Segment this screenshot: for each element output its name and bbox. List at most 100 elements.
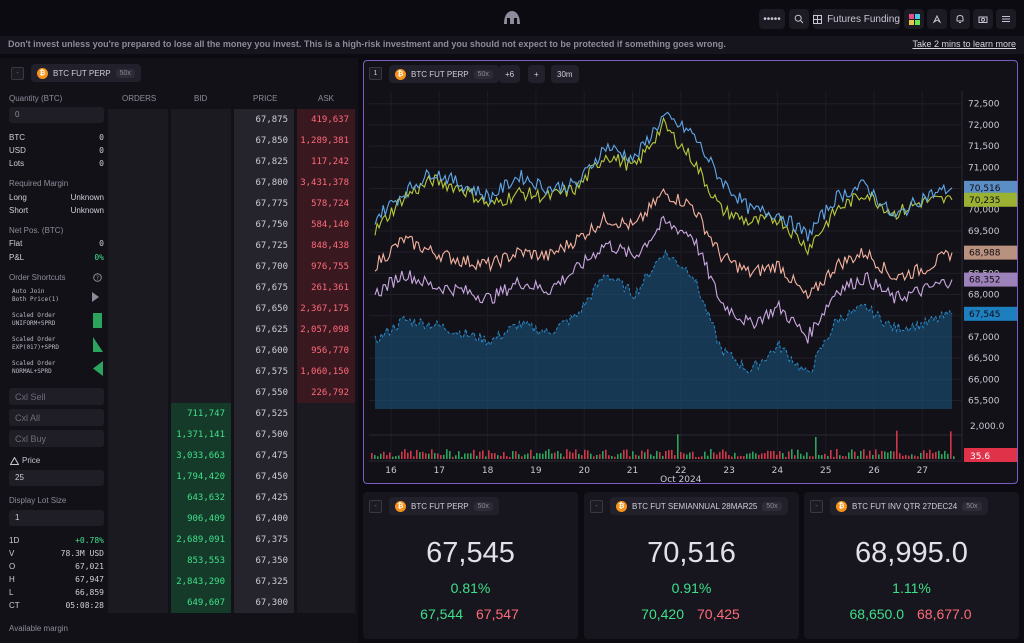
ladder-price-cell[interactable]: 67,850 (234, 130, 294, 151)
ladder-bid-cell[interactable]: 711,747 (171, 403, 231, 424)
ticker-card-quarterly[interactable]: - ₿ BTC FUT INV QTR 27DEC24 50x 68,995.0… (804, 492, 1019, 639)
ladder-orders-cell[interactable] (108, 382, 168, 403)
ladder-bid-cell[interactable] (171, 214, 231, 235)
ladder-row[interactable]: 67,825 117,242 (108, 150, 357, 173)
ladder-row[interactable]: 643,632 67,425 (108, 486, 357, 509)
shortcut-scaled-exp[interactable]: Scaled Order EXP(017)+SPRD (12, 336, 59, 351)
ladder-orders-cell[interactable] (108, 130, 168, 151)
cancel-sell-button[interactable]: Cxl Sell (9, 388, 104, 405)
ladder-bid-cell[interactable] (171, 361, 231, 382)
ladder-bid-cell[interactable] (171, 277, 231, 298)
ladder-price-cell[interactable]: 67,425 (234, 487, 294, 508)
ladder-ask-cell[interactable]: 3,431,378 (297, 172, 355, 193)
ladder-bid-cell[interactable]: 1,371,141 (171, 424, 231, 445)
futures-funding-button[interactable]: Futures Funding (813, 9, 900, 29)
ticker-collapse-button[interactable]: - (369, 500, 382, 513)
ladder-ask-cell[interactable]: 117,242 (297, 151, 355, 172)
display-lot-input[interactable]: 1 (9, 510, 104, 526)
ladder-bid-cell[interactable] (171, 151, 231, 172)
ladder-row[interactable]: 2,689,091 67,375 (108, 528, 357, 551)
ladder-price-cell[interactable]: 67,675 (234, 277, 294, 298)
ladder-row[interactable]: 1,371,141 67,500 (108, 423, 357, 446)
ticker-symbol-tab[interactable]: ₿ BTC FUT PERP 50x (389, 497, 499, 515)
ladder-ask-cell[interactable]: 584,140 (297, 214, 355, 235)
ladder-orders-cell[interactable] (108, 151, 168, 172)
ladder-price-cell[interactable]: 67,400 (234, 508, 294, 529)
ladder-orders-cell[interactable] (108, 193, 168, 214)
ladder-ask-cell[interactable] (297, 529, 355, 550)
ladder-price-cell[interactable]: 67,375 (234, 529, 294, 550)
ladder-bid-cell[interactable] (171, 193, 231, 214)
ladder-ask-cell[interactable]: 1,060,150 (297, 361, 355, 382)
chart-index-badge[interactable]: 1 (369, 67, 382, 80)
ladder-ask-cell[interactable] (297, 592, 355, 613)
ticker-symbol-tab[interactable]: ₿ BTC FUT SEMIANNUAL 28MAR25 50x (610, 497, 788, 515)
ladder-bid-cell[interactable]: 906,409 (171, 508, 231, 529)
ladder-bid-cell[interactable] (171, 235, 231, 256)
ladder-orders-cell[interactable] (108, 550, 168, 571)
more-menu-button[interactable]: ••••• (759, 9, 785, 29)
ladder-row[interactable]: 67,750 584,140 (108, 213, 357, 236)
shortcut-scaled-uniform[interactable]: Scaled Order UNIFORM+SPRD (12, 312, 56, 327)
ladder-row[interactable]: 2,843,290 67,325 (108, 570, 357, 593)
ladder-bid-cell[interactable]: 649,607 (171, 592, 231, 613)
chart-symbol-tab[interactable]: ₿ BTC FUT PERP 50x (389, 65, 499, 83)
compare-symbols-button[interactable]: +6 (499, 65, 521, 83)
ladder-row[interactable]: 67,775 578,724 (108, 192, 357, 215)
ladder-ask-cell[interactable]: 976,755 (297, 256, 355, 277)
ticker-bid-price[interactable]: 67,544 (420, 606, 463, 622)
add-indicator-button[interactable]: + (528, 65, 545, 83)
ladder-row[interactable]: 711,747 67,525 (108, 402, 357, 425)
ladder-price-cell[interactable]: 67,500 (234, 424, 294, 445)
ladder-row[interactable]: 67,575 1,060,150 (108, 360, 357, 383)
search-button[interactable] (789, 9, 809, 29)
interval-selector[interactable]: 30m (551, 65, 579, 83)
ladder-bid-cell[interactable] (171, 130, 231, 151)
ladder-row[interactable]: 67,725 848,438 (108, 234, 357, 257)
ladder-orders-cell[interactable] (108, 445, 168, 466)
ladder-row[interactable]: 67,700 976,755 (108, 255, 357, 278)
ladder-ask-cell[interactable] (297, 550, 355, 571)
ladder-bid-cell[interactable] (171, 382, 231, 403)
ladder-orders-cell[interactable] (108, 277, 168, 298)
ladder-price-cell[interactable]: 67,625 (234, 319, 294, 340)
ladder-price-cell[interactable]: 67,875 (234, 109, 294, 130)
ladder-ask-cell[interactable]: 261,361 (297, 277, 355, 298)
ladder-bid-cell[interactable] (171, 109, 231, 130)
panel-collapse-button[interactable]: - (11, 67, 24, 80)
ladder-row[interactable]: 67,675 261,361 (108, 276, 357, 299)
ladder-ask-cell[interactable]: 2,367,175 (297, 298, 355, 319)
ladder-price-cell[interactable]: 67,350 (234, 550, 294, 571)
price-chart[interactable]: 72,50072,00071,50071,00070,50070,00069,5… (364, 61, 1017, 483)
ladder-price-cell[interactable]: 67,650 (234, 298, 294, 319)
ladder-ask-cell[interactable]: 2,057,098 (297, 319, 355, 340)
ladder-price-cell[interactable]: 67,450 (234, 466, 294, 487)
ladder-bid-cell[interactable] (171, 340, 231, 361)
ticker-ask-price[interactable]: 70,425 (697, 606, 740, 622)
ticker-bid-price[interactable]: 70,420 (641, 606, 684, 622)
ladder-ask-cell[interactable] (297, 466, 355, 487)
ladder-orders-cell[interactable] (108, 340, 168, 361)
menu-button[interactable] (996, 9, 1016, 29)
ladder-row[interactable]: 67,600 956,770 (108, 339, 357, 362)
rocket-button[interactable] (927, 9, 947, 29)
order-symbol-tab[interactable]: ₿ BTC FUT PERP 50x (31, 64, 141, 82)
ladder-ask-cell[interactable]: 419,637 (297, 109, 355, 130)
notifications-button[interactable] (950, 9, 970, 29)
ladder-price-cell[interactable]: 67,725 (234, 235, 294, 256)
ticker-ask-price[interactable]: 68,677.0 (917, 606, 972, 622)
cancel-all-button[interactable]: Cxl All (9, 409, 104, 426)
cancel-buy-button[interactable]: Cxl Buy (9, 430, 104, 447)
ladder-ask-cell[interactable] (297, 571, 355, 592)
ladder-price-cell[interactable]: 67,750 (234, 214, 294, 235)
ladder-orders-cell[interactable] (108, 214, 168, 235)
help-icon[interactable]: ? (93, 273, 102, 282)
ladder-price-cell[interactable]: 67,800 (234, 172, 294, 193)
ladder-price-cell[interactable]: 67,825 (234, 151, 294, 172)
apps-button[interactable] (904, 9, 924, 29)
ladder-bid-cell[interactable] (171, 172, 231, 193)
ticker-card-perp[interactable]: - ₿ BTC FUT PERP 50x 67,545 0.81% 67,544… (363, 492, 578, 639)
ladder-ask-cell[interactable]: 956,770 (297, 340, 355, 361)
ladder-orders-cell[interactable] (108, 466, 168, 487)
play-icon[interactable] (90, 291, 100, 303)
